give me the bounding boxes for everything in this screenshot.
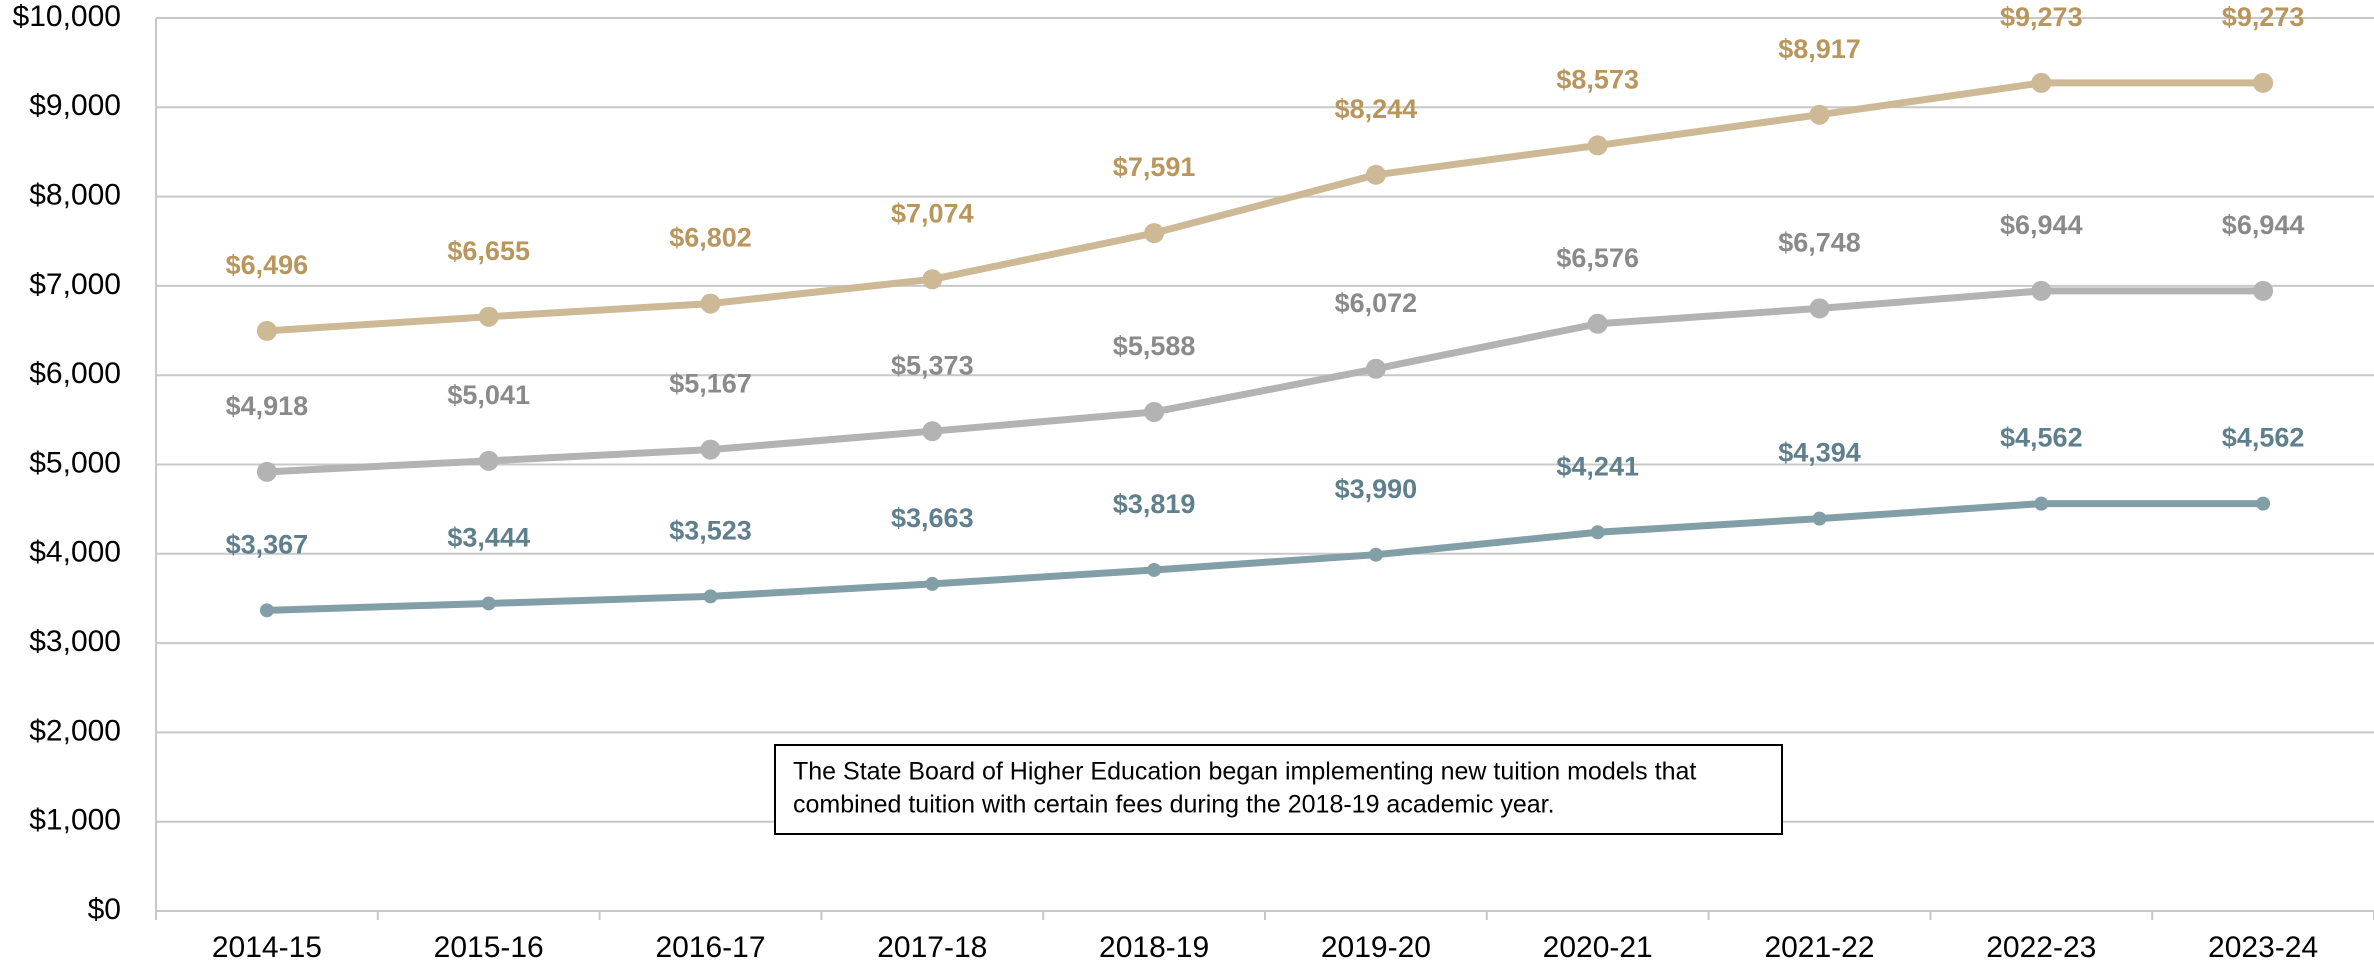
data-label: $9,273 <box>2222 2 2305 32</box>
series-marker <box>256 320 277 341</box>
series-marker <box>2256 496 2271 511</box>
data-label: $3,523 <box>669 516 752 546</box>
data-label: $3,990 <box>1335 474 1418 504</box>
annotation-line: The State Board of Higher Education bega… <box>793 758 1696 786</box>
y-tick-label: $8,000 <box>29 179 121 212</box>
data-label: $6,576 <box>1556 243 1639 273</box>
series-marker <box>1144 401 1165 422</box>
series-marker <box>2031 280 2052 301</box>
data-label: $4,394 <box>1778 438 1861 468</box>
x-tick-label: 2023-24 <box>2208 931 2318 964</box>
data-label: $6,496 <box>226 250 309 280</box>
data-label: $8,244 <box>1335 94 1418 124</box>
x-tick-label: 2018-19 <box>1099 931 1209 964</box>
series-marker <box>1587 135 1608 156</box>
y-tick-label: $7,000 <box>29 268 121 301</box>
data-label: $7,591 <box>1113 152 1196 182</box>
series-line <box>266 500 2264 614</box>
y-tick-label: $1,000 <box>29 804 121 837</box>
series-marker <box>1365 358 1386 379</box>
data-label: $6,655 <box>447 236 530 266</box>
series-marker <box>481 596 496 611</box>
data-label: $6,802 <box>669 223 752 253</box>
series-marker <box>478 450 499 471</box>
x-tick-label: 2014-15 <box>212 931 322 964</box>
x-tick-label: 2015-16 <box>434 931 544 964</box>
data-label: $8,573 <box>1556 65 1639 95</box>
y-tick-label: $5,000 <box>29 446 121 479</box>
series-marker <box>478 306 499 327</box>
data-label: $4,562 <box>2222 423 2305 453</box>
data-label: $5,167 <box>669 369 752 399</box>
data-label: $4,918 <box>226 391 309 421</box>
data-label: $6,072 <box>1335 288 1418 318</box>
series-marker <box>703 589 718 604</box>
y-tick-label: $3,000 <box>29 625 121 658</box>
x-tick-label: 2020-21 <box>1543 931 1653 964</box>
series-marker <box>1365 164 1386 185</box>
series-marker <box>1144 223 1165 244</box>
series-marker <box>1147 562 1162 577</box>
data-label: $4,241 <box>1556 451 1639 481</box>
series-marker <box>2031 72 2052 93</box>
series-marker <box>1812 511 1827 526</box>
y-tick-label: $4,000 <box>29 536 121 569</box>
data-label: $7,074 <box>891 198 974 228</box>
data-label: $3,819 <box>1113 489 1196 519</box>
y-tick-label: $9,000 <box>29 89 121 122</box>
data-label: $6,748 <box>1778 228 1861 258</box>
series-marker <box>2034 496 2049 511</box>
x-tick-label: 2016-17 <box>655 931 765 964</box>
data-label: $3,663 <box>891 503 974 533</box>
y-tick-label: $10,000 <box>13 0 121 33</box>
y-tick-label: $6,000 <box>29 357 121 390</box>
series-marker <box>700 439 721 460</box>
data-label: $3,367 <box>226 529 309 559</box>
data-label: $6,944 <box>2222 210 2305 240</box>
series-marker <box>256 461 277 482</box>
data-label: $5,373 <box>891 350 974 380</box>
series-marker <box>922 269 943 290</box>
series-line <box>266 79 2264 335</box>
series-marker <box>259 603 274 618</box>
x-tick-label: 2022-23 <box>1986 931 2096 964</box>
y-tick-label: $0 <box>88 893 121 926</box>
series-marker <box>1587 313 1608 334</box>
series-marker <box>925 576 940 591</box>
data-label: $9,273 <box>2000 2 2083 32</box>
series-marker <box>1809 104 1830 125</box>
data-label: $5,041 <box>447 380 530 410</box>
data-label: $5,588 <box>1113 331 1196 361</box>
series-marker <box>700 293 721 314</box>
series-line <box>266 287 2264 476</box>
series-marker <box>922 421 943 442</box>
x-tick-label: 2021-22 <box>1764 931 1874 964</box>
data-label: $8,917 <box>1778 34 1861 64</box>
x-tick-label: 2019-20 <box>1321 931 1431 964</box>
series-marker <box>1368 547 1383 562</box>
annotation-line: combined tuition with certain fees durin… <box>793 791 1555 819</box>
data-label: $6,944 <box>2000 210 2083 240</box>
series-marker <box>2253 280 2274 301</box>
series-marker <box>1590 525 1605 540</box>
series-marker <box>2253 72 2274 93</box>
data-label: $3,444 <box>447 523 530 553</box>
y-tick-label: $2,000 <box>29 714 121 747</box>
x-tick-label: 2017-18 <box>877 931 987 964</box>
annotation-box <box>774 744 1783 835</box>
series-marker <box>1809 298 1830 319</box>
data-label: $4,562 <box>2000 423 2083 453</box>
